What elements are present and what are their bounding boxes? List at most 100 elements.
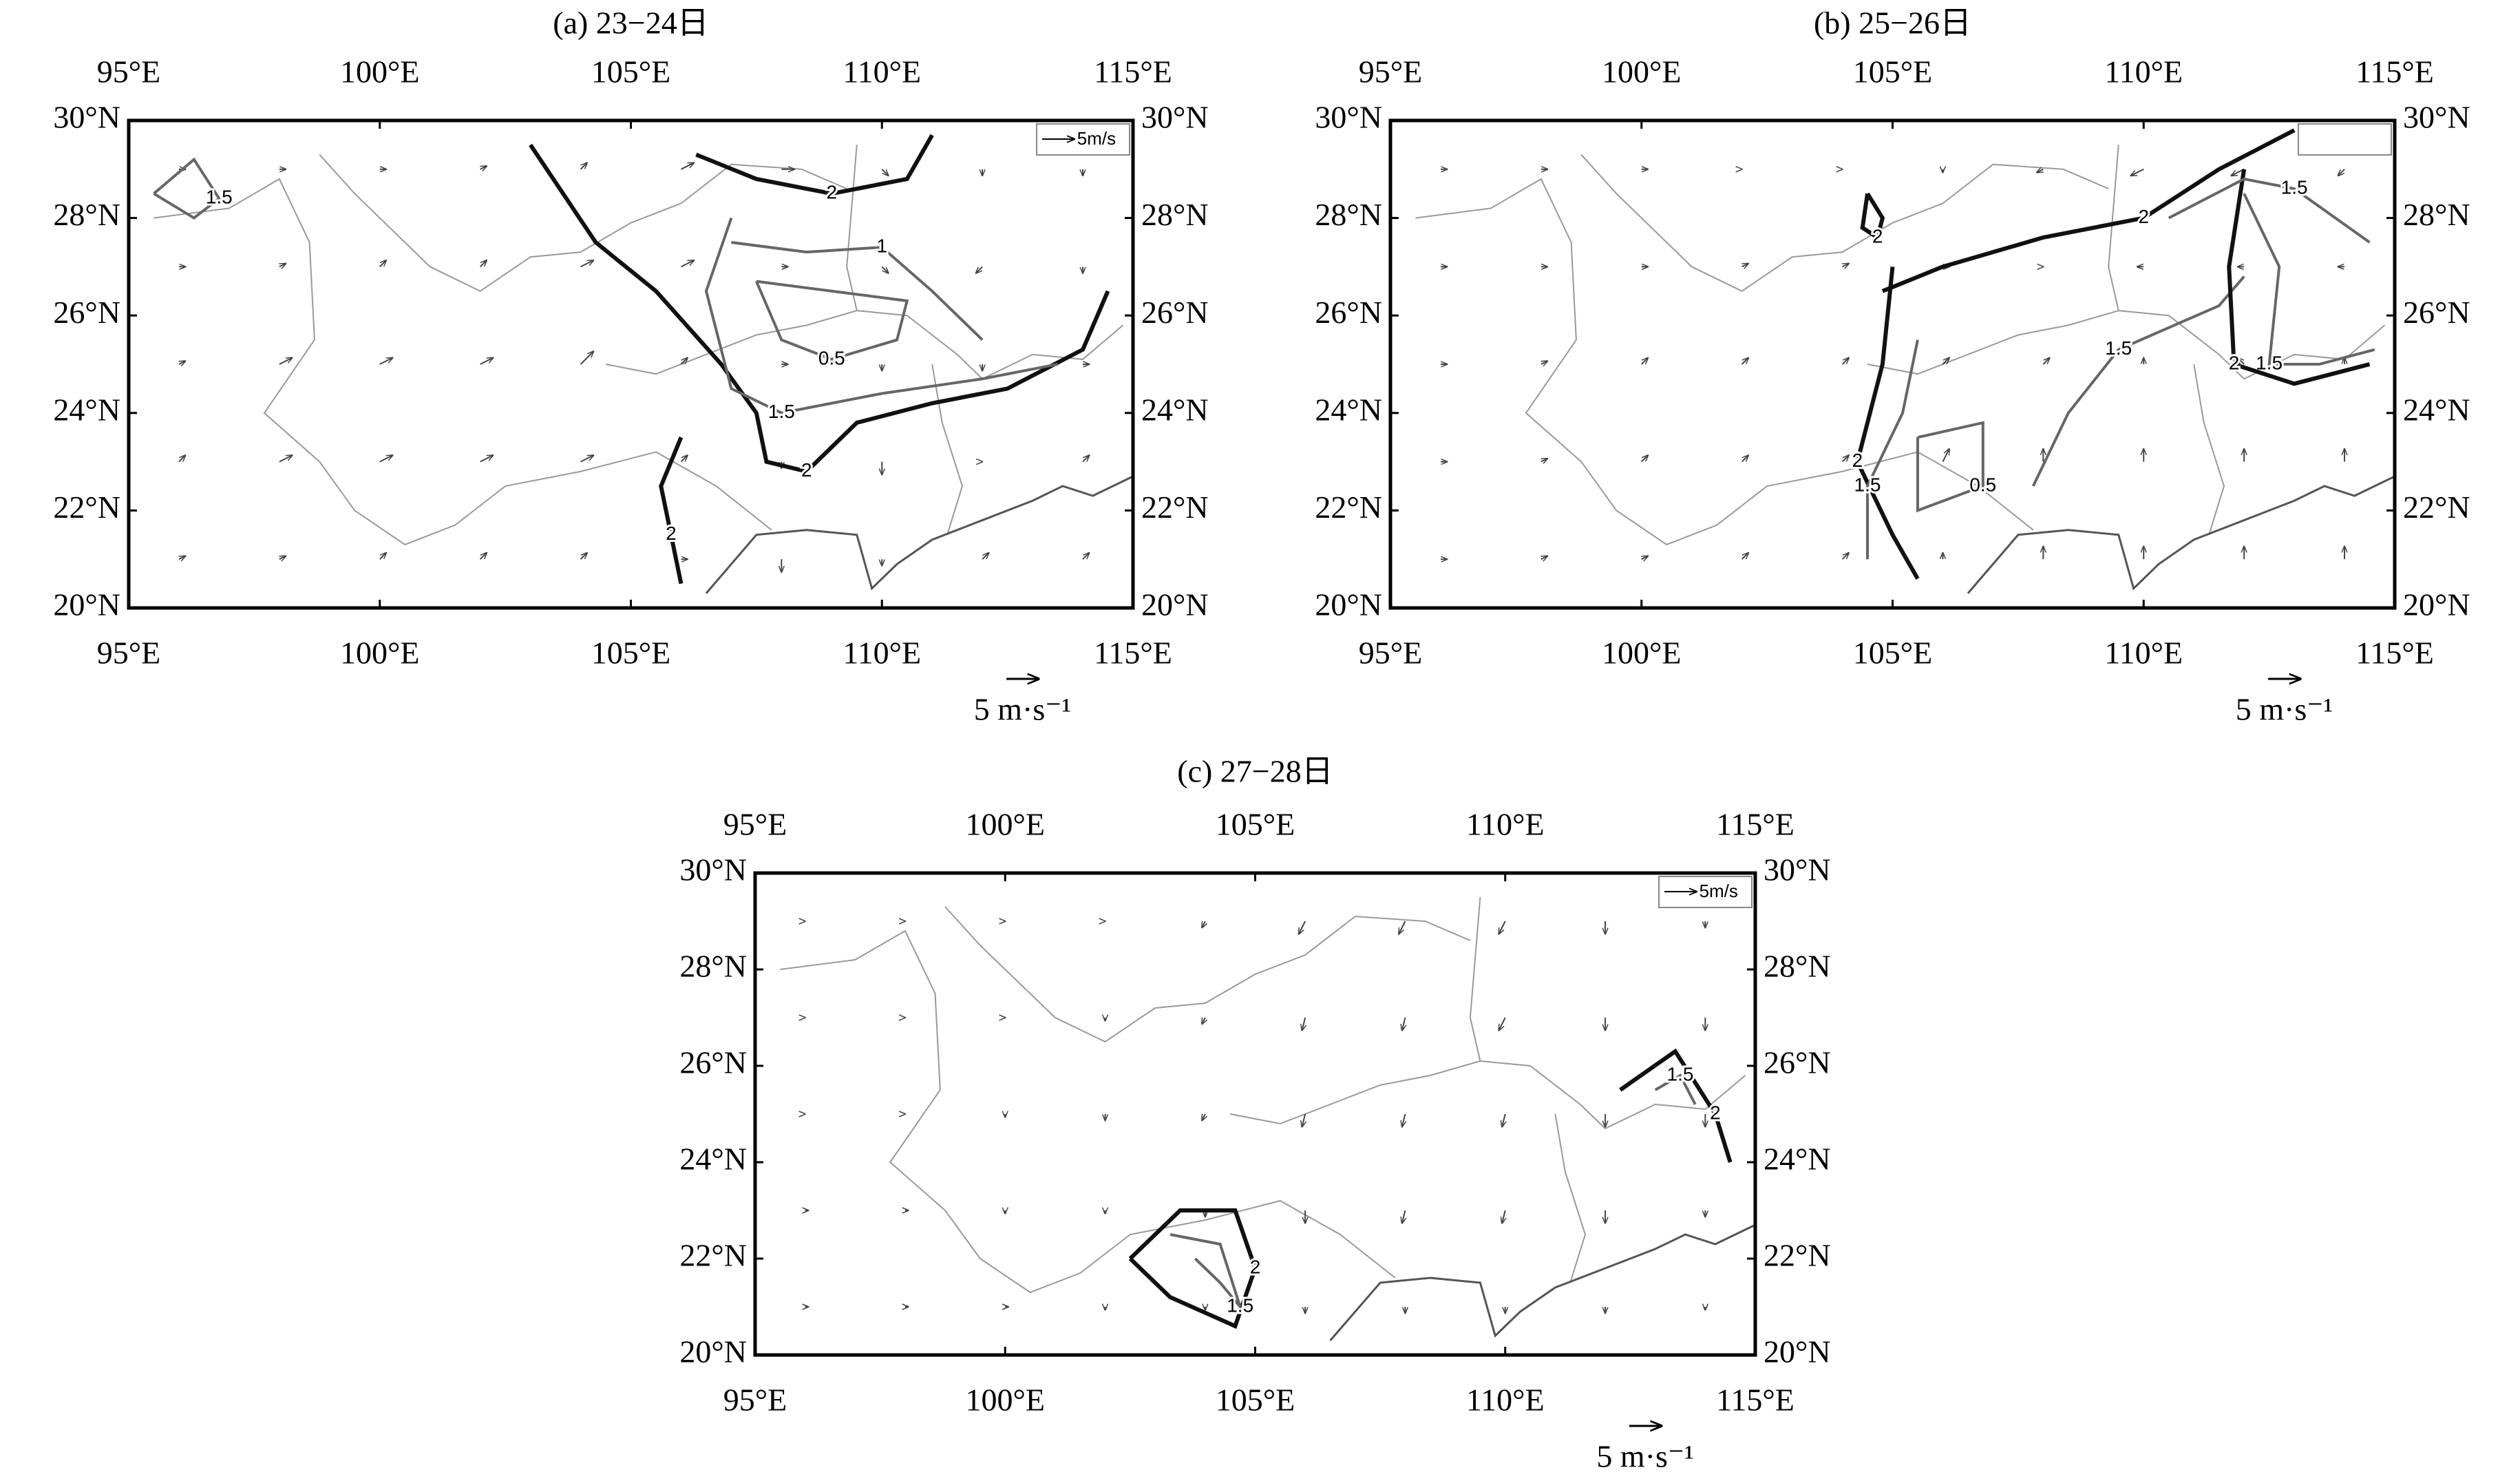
wind-vector: [580, 260, 594, 268]
x-tick-label-bottom: 100°E: [340, 636, 420, 671]
wind-vector: [1399, 921, 1406, 934]
contour-label: 1.5: [2281, 177, 2308, 198]
y-tick-label-left: 28°N: [1315, 197, 1382, 232]
wind-vector: [2238, 358, 2245, 365]
contour-line: [1654, 1073, 1697, 1105]
y-tick-label-right: 24°N: [2403, 392, 2470, 427]
map-panel: (a) 23−24日95°E95°E100°E100°E105°E105°E11…: [53, 6, 1208, 727]
wind-vector: [580, 455, 594, 463]
x-tick-label-bottom: 115°E: [2355, 636, 2434, 671]
x-tick-label-bottom: 95°E: [723, 1383, 787, 1418]
x-tick-label-bottom: 100°E: [1602, 636, 1682, 671]
boundary: [2193, 364, 2225, 536]
wind-vector: [1843, 264, 1849, 267]
y-tick-label-right: 20°N: [1141, 587, 1209, 622]
x-tick-label-top: 110°E: [1466, 807, 1545, 842]
contour-label: 2: [1872, 225, 1883, 246]
wind-vector: [681, 260, 694, 268]
boundary: [1229, 1060, 1746, 1130]
y-tick-label-right: 22°N: [1141, 490, 1209, 525]
x-tick-label-top: 100°E: [340, 54, 420, 90]
contour-label: 2: [1250, 1256, 1261, 1277]
contour-label: 0.5: [1969, 474, 1996, 495]
wind-vector: [1642, 556, 1648, 560]
x-tick-label-bottom: 105°E: [591, 636, 671, 671]
contour-label: 1.5: [2105, 337, 2132, 359]
inset-key-box: [2298, 123, 2392, 156]
wind-vector: [881, 266, 888, 273]
contour-label: 2: [2229, 352, 2240, 373]
map-panel: (b) 25−26日 95°E 95°E 100°E 100°E 105°E 105°E 11…: [1315, 6, 2470, 727]
y-tick-label-right: 24°N: [1141, 392, 1209, 427]
contour-line: [1855, 266, 1920, 580]
contour-label: 2: [1710, 1102, 1721, 1123]
x-tick-label-top: 105°E: [1853, 54, 1933, 90]
x-tick-label-top: 115°E: [1716, 807, 1794, 842]
y-tick-label-right: 28°N: [1764, 949, 1831, 984]
x-tick-label-bottom: 110°E: [2104, 636, 2183, 671]
wind-vector: [279, 264, 286, 267]
contour-line: [1866, 339, 1919, 560]
contour-line: [704, 217, 1058, 414]
y-tick-label-left: 22°N: [1315, 490, 1382, 525]
wind-vector: [1841, 455, 1849, 463]
x-tick-label-top: 115°E: [2355, 54, 2434, 90]
contour-label: 0.5: [818, 347, 845, 368]
wind-vector: [1202, 1114, 1205, 1120]
wind-vector: [1742, 264, 1748, 267]
x-tick-label-bottom: 105°E: [1216, 1383, 1295, 1418]
y-tick-label-left: 28°N: [679, 949, 747, 984]
contour-line: [1169, 1233, 1242, 1308]
y-tick-label-right: 30°N: [1141, 100, 1209, 135]
wind-vector: [1541, 361, 1547, 364]
y-tick-label-left: 26°N: [53, 295, 120, 330]
y-tick-label-right: 26°N: [1764, 1045, 1831, 1080]
y-tick-label-right: 28°N: [2403, 197, 2470, 232]
x-tick-label-top: 105°E: [591, 54, 671, 90]
x-tick-label-top: 95°E: [723, 807, 787, 842]
wind-vector: [480, 166, 487, 169]
wind-vector: [1942, 358, 1949, 365]
y-tick-label-right: 30°N: [1764, 852, 1831, 887]
y-tick-label-right: 20°N: [2403, 587, 2470, 622]
boundary: [319, 154, 847, 292]
boundary: [1554, 1113, 1587, 1283]
wind-vector: [1299, 921, 1306, 934]
wind-vector: [1402, 1210, 1406, 1223]
wind-vector: [1841, 358, 1849, 365]
boundary: [944, 906, 1471, 1043]
contour-label: 1.5: [1227, 1294, 1253, 1316]
x-tick-label-bottom: 115°E: [1094, 636, 1172, 671]
contour-line: [755, 280, 909, 361]
key-label: 5 m·s⁻¹: [2236, 692, 2333, 727]
boundary: [1415, 178, 2034, 546]
contour-line: [153, 157, 221, 220]
y-tick-label-right: 20°N: [1764, 1334, 1831, 1369]
contour-label: 1.5: [2256, 352, 2283, 373]
contour-label: 1.5: [768, 401, 795, 422]
coastline: [1967, 475, 2395, 594]
wind-vector: [279, 556, 286, 560]
y-tick-label-left: 24°N: [1315, 392, 1382, 427]
key-label: 5 m·s⁻¹: [1596, 1439, 1694, 1474]
contour-label: 2: [2138, 206, 2149, 227]
y-tick-label-left: 20°N: [1315, 587, 1382, 622]
wind-vector: [480, 455, 494, 463]
wind-vector: [1641, 358, 1648, 365]
contour-line: [1860, 192, 1885, 241]
key-label: 5 m·s⁻¹: [974, 692, 1072, 727]
map-panel: (c) 27−28日 95°E 95°E 100°E 100°E 105°E 105°E 11…: [679, 754, 1830, 1474]
wind-vector: [1502, 1113, 1505, 1127]
contour-line: [1881, 128, 2296, 293]
x-tick-label-top: 110°E: [843, 54, 921, 90]
boundary: [780, 929, 1396, 1294]
contour-line: [2243, 193, 2375, 366]
wind-vector: [479, 260, 487, 268]
coastline: [1329, 1223, 1756, 1341]
wind-vector: [1741, 455, 1748, 463]
wind-vector: [1942, 449, 1949, 463]
y-tick-label-left: 24°N: [679, 1142, 747, 1177]
contour-label: 2: [801, 459, 812, 481]
contour-line: [731, 241, 984, 342]
x-tick-label-bottom: 115°E: [1716, 1383, 1794, 1418]
